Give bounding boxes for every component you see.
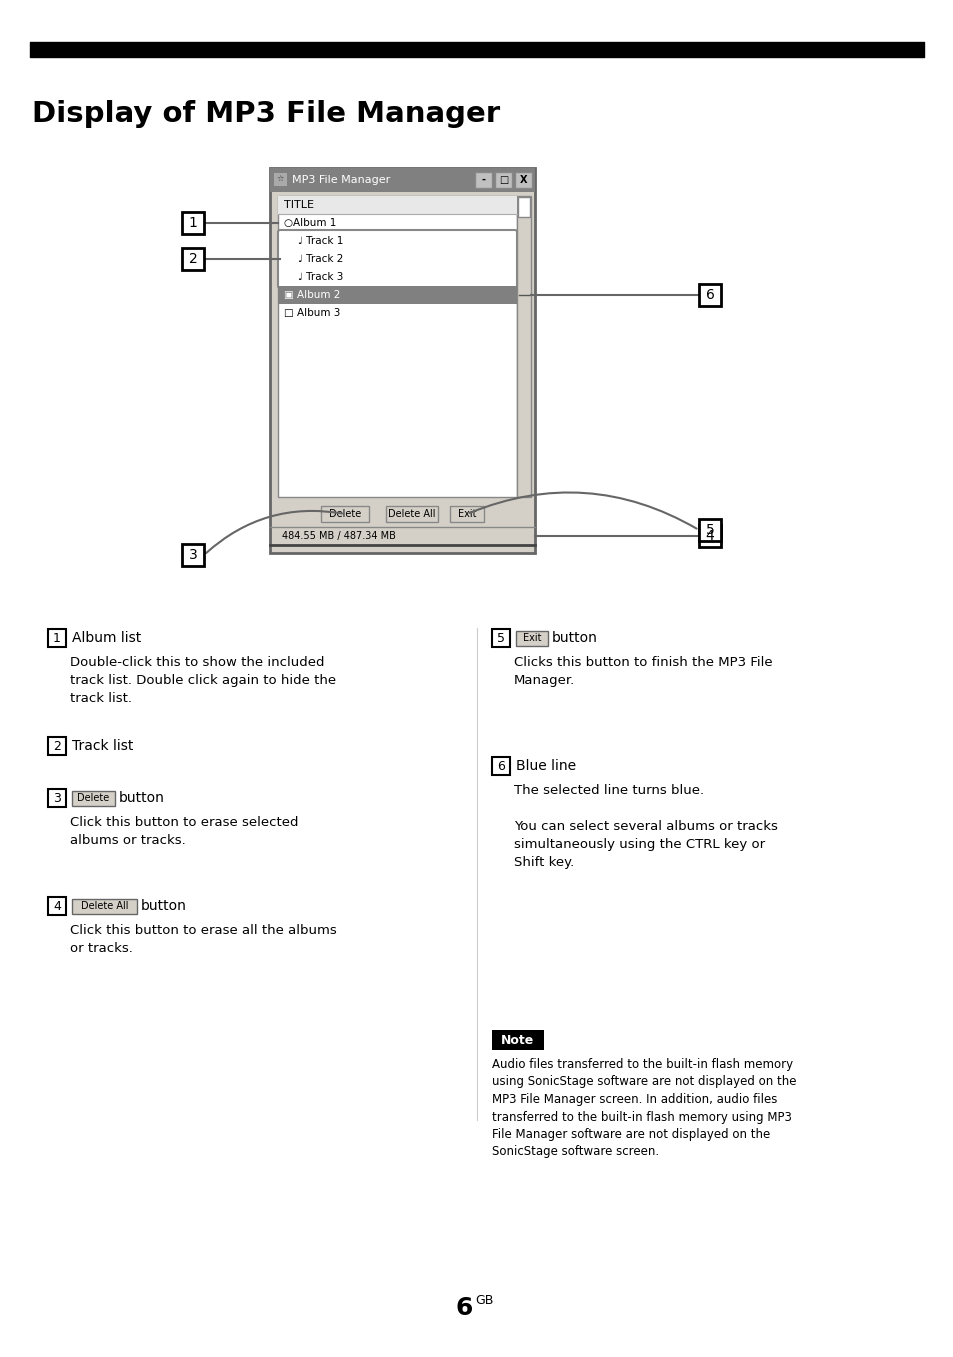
Text: 484.55 MB / 487.34 MB: 484.55 MB / 487.34 MB xyxy=(282,531,395,541)
Text: 5: 5 xyxy=(497,631,504,645)
Text: Note: Note xyxy=(501,1034,534,1046)
Text: 6: 6 xyxy=(456,1296,473,1320)
Text: Click this button to erase selected
albums or tracks.: Click this button to erase selected albu… xyxy=(70,816,298,847)
Text: 3: 3 xyxy=(53,791,61,805)
Text: X: X xyxy=(519,175,527,185)
Text: TITLE: TITLE xyxy=(284,199,314,210)
Text: Click this button to erase all the albums
or tracks.: Click this button to erase all the album… xyxy=(70,924,336,955)
Bar xyxy=(320,506,369,522)
Bar xyxy=(48,737,66,754)
Text: 4: 4 xyxy=(53,900,61,912)
Text: 5: 5 xyxy=(705,522,714,537)
Text: ♩ Track 2: ♩ Track 2 xyxy=(297,254,343,265)
Text: Audio files transferred to the built-in flash memory
using SonicStage software a: Audio files transferred to the built-in … xyxy=(492,1058,796,1159)
Bar xyxy=(182,248,204,270)
Bar xyxy=(270,168,535,554)
Bar xyxy=(450,506,483,522)
Text: ▣ Album 2: ▣ Album 2 xyxy=(284,290,340,300)
Bar xyxy=(270,168,535,191)
Bar xyxy=(182,212,204,233)
Text: Double-click this to show the included
track list. Double click again to hide th: Double-click this to show the included t… xyxy=(70,655,335,706)
Bar xyxy=(699,284,720,305)
Text: Delete All: Delete All xyxy=(387,509,435,518)
Text: The selected line turns blue.

You can select several albums or tracks
simultane: The selected line turns blue. You can se… xyxy=(514,784,777,868)
Bar xyxy=(492,757,510,775)
Bar xyxy=(48,630,66,647)
Text: 6: 6 xyxy=(705,288,714,303)
Bar xyxy=(277,501,531,527)
Bar xyxy=(182,544,204,566)
Bar xyxy=(515,172,532,189)
Text: button: button xyxy=(552,631,598,645)
Text: 2: 2 xyxy=(189,252,197,266)
Bar xyxy=(48,897,66,915)
Text: Exit: Exit xyxy=(522,632,540,643)
Bar xyxy=(274,172,287,186)
Bar xyxy=(71,898,137,913)
Bar xyxy=(492,630,510,647)
Bar xyxy=(277,286,517,304)
Bar xyxy=(277,195,517,214)
Bar xyxy=(516,631,547,646)
Bar xyxy=(71,791,115,806)
Text: □ Album 3: □ Album 3 xyxy=(284,308,340,318)
Bar xyxy=(517,195,531,497)
Text: ☆: ☆ xyxy=(276,175,284,185)
Bar xyxy=(699,525,720,547)
Text: 1: 1 xyxy=(189,216,197,229)
Text: Delete: Delete xyxy=(77,792,110,803)
Text: button: button xyxy=(119,791,165,805)
Text: Album list: Album list xyxy=(71,631,141,645)
Text: Blue line: Blue line xyxy=(516,759,576,773)
Text: Clicks this button to finish the MP3 File
Manager.: Clicks this button to finish the MP3 Fil… xyxy=(514,655,772,687)
Bar xyxy=(277,195,517,497)
Text: ♩ Track 1: ♩ Track 1 xyxy=(297,236,343,246)
FancyBboxPatch shape xyxy=(277,229,517,288)
Bar xyxy=(475,172,492,189)
Text: 6: 6 xyxy=(497,760,504,772)
Text: Delete All: Delete All xyxy=(81,901,128,911)
Bar xyxy=(385,506,437,522)
Text: Display of MP3 File Manager: Display of MP3 File Manager xyxy=(32,100,499,128)
Text: MP3 File Manager: MP3 File Manager xyxy=(292,175,390,185)
Bar xyxy=(492,1030,543,1050)
Text: □: □ xyxy=(498,175,508,185)
Bar xyxy=(48,788,66,807)
Text: Track list: Track list xyxy=(71,740,133,753)
Bar xyxy=(517,197,530,217)
Text: ♩ Track 3: ♩ Track 3 xyxy=(297,271,343,282)
Bar xyxy=(495,172,512,189)
Text: ○Album 1: ○Album 1 xyxy=(284,218,336,228)
Text: 4: 4 xyxy=(705,529,714,543)
Text: 2: 2 xyxy=(53,740,61,753)
Text: button: button xyxy=(141,898,187,913)
Text: Delete: Delete xyxy=(329,509,361,518)
Text: 1: 1 xyxy=(53,631,61,645)
Text: Exit: Exit xyxy=(457,509,476,518)
Text: 3: 3 xyxy=(189,548,197,562)
Bar xyxy=(277,527,531,546)
Text: GB: GB xyxy=(475,1293,493,1307)
Text: -: - xyxy=(481,175,485,185)
Bar xyxy=(699,518,720,541)
